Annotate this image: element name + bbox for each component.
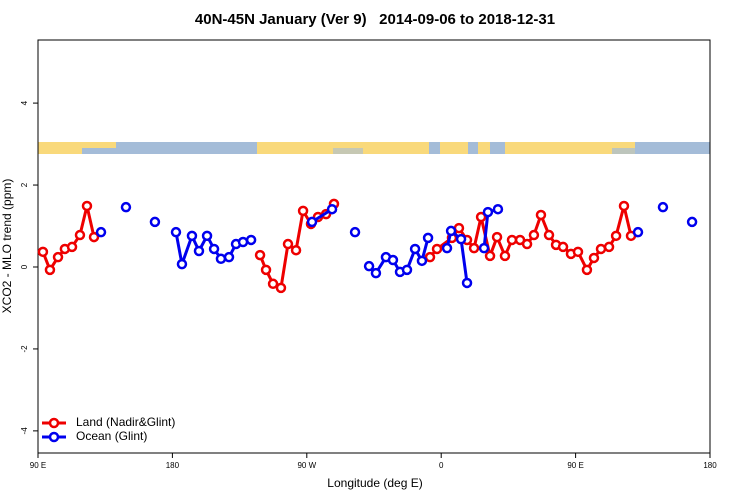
x-tick-label: 90 E [30,461,46,470]
data-point [632,226,644,238]
data-point [491,231,503,243]
data-point [492,203,504,215]
data-point [535,209,547,221]
data-point [422,232,434,244]
y-tick-label: 0 [20,264,29,269]
data-point [686,216,698,228]
data-point [595,243,607,255]
data-point [306,216,318,228]
x-axis-label: Longitude (deg E) [327,476,422,490]
y-tick-label: 4 [20,100,29,105]
data-point [66,241,78,253]
data-point [186,230,198,242]
y-tick-label: -4 [20,427,29,435]
data-point [88,231,100,243]
land-ocean-strip [38,142,710,154]
data-point [484,250,496,262]
data-point [482,206,494,218]
data-point [543,229,555,241]
data-point [401,264,413,276]
data-point [208,243,220,255]
legend-label: Ocean (Glint) [76,429,147,443]
data-point [572,246,584,258]
data-point [176,258,188,270]
data-point [528,229,540,241]
data-point [387,254,399,266]
data-point [81,200,93,212]
data-point [245,234,257,246]
x-tick-label: 90 E [567,461,583,470]
data-point [193,245,205,257]
data-point [363,260,375,272]
data-point [149,216,161,228]
data-point [506,234,518,246]
plot-frame [37,39,711,454]
data-point [618,200,630,212]
legend-marker [48,431,60,443]
data-point [416,255,428,267]
data-point [52,251,64,263]
data-point [588,252,600,264]
data-point [349,226,361,238]
data-point [290,244,302,256]
legend-marker [48,417,60,429]
legend-label: Land (Nadir&Glint) [76,415,175,429]
data-point [461,277,473,289]
data-point [455,233,467,245]
data-point [424,251,436,263]
data-point [657,201,669,213]
data-point [44,264,56,276]
data-point [409,243,421,255]
x-tick-label: 0 [439,461,444,470]
x-tick-label: 90 W [297,461,316,470]
y-tick-label: -2 [20,345,29,353]
data-point [475,211,487,223]
data-point [499,250,511,262]
data-point [326,203,338,215]
data-point [260,264,272,276]
x-tick-label: 180 [703,461,717,470]
chart-title: 40N-45N January (Ver 9) 2014-09-06 to 20… [195,11,555,28]
data-point [521,238,533,250]
data-point [603,241,615,253]
data-point [431,243,443,255]
data-point [610,230,622,242]
data-point [445,225,457,237]
y-tick-label: 2 [20,182,29,187]
data-point [215,253,227,265]
data-point [237,236,249,248]
data-point [170,226,182,238]
data-point [557,241,569,253]
data-point [282,238,294,250]
data-point [297,205,309,217]
data-point [120,201,132,213]
data-point [478,242,490,254]
data-point [370,267,382,279]
data-point [254,249,266,261]
data-point [581,264,593,276]
data-point [223,251,235,263]
data-point [441,242,453,254]
data-point [95,226,107,238]
data-point [37,246,49,258]
data-point [468,242,480,254]
y-axis-label: XCO2 - MLO trend (ppm) [0,179,14,314]
data-point [267,278,279,290]
data-point [201,230,213,242]
data-point [275,282,287,294]
data-point [74,229,86,241]
x-tick-label: 180 [166,461,180,470]
